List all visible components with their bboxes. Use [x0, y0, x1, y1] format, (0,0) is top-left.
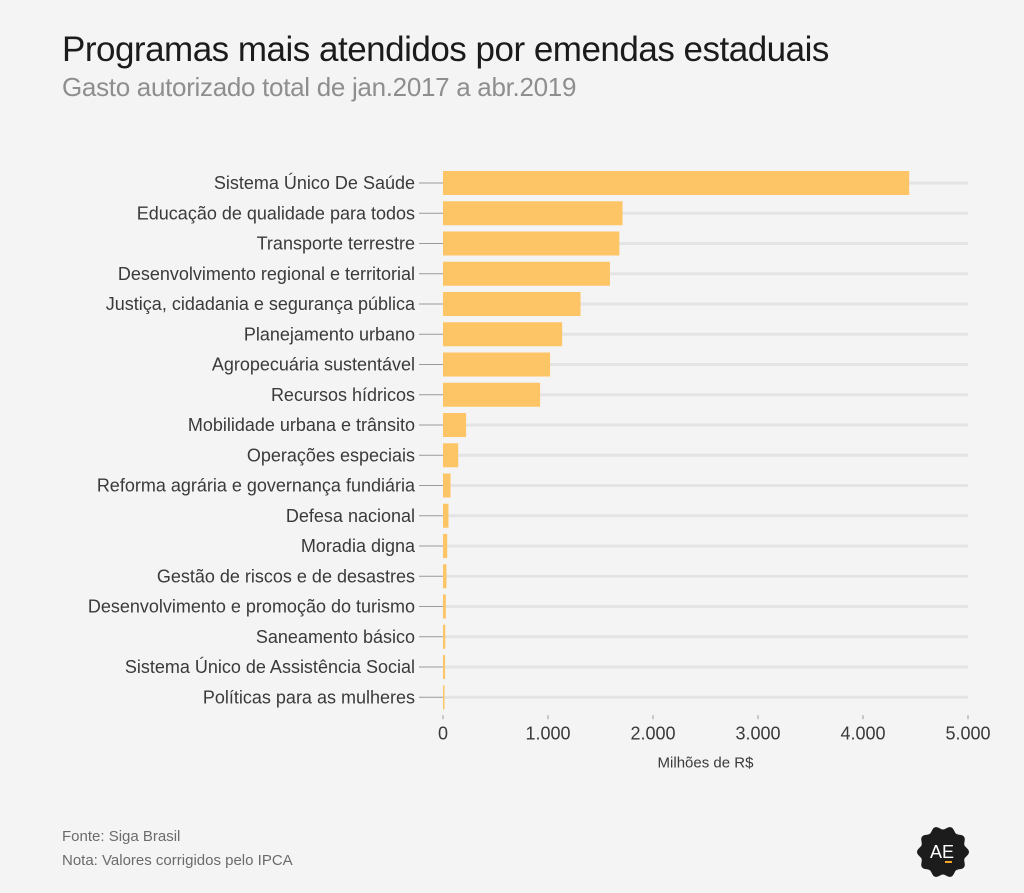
x-axis: 0 1.000 2.000 3.000 4.000 5.000 [438, 715, 991, 743]
category-label: Defesa nacional [286, 506, 415, 526]
x-tick-label: 2.000 [630, 723, 675, 743]
af-badge-icon: AE [917, 827, 969, 877]
category-label: Desenvolvimento regional e territorial [118, 264, 415, 284]
bar [443, 503, 449, 528]
bar [443, 594, 446, 619]
category-label: Políticas para as mulheres [203, 687, 415, 707]
category-label: Transporte terrestre [257, 234, 415, 254]
bar [443, 261, 610, 286]
category-label: Reforma agrária e governança fundiária [97, 476, 416, 496]
bar [443, 322, 563, 347]
category-label: Agropecuária sustentável [212, 355, 415, 375]
bar [443, 201, 623, 226]
logo-accent-underline [945, 861, 952, 863]
bars [443, 171, 910, 710]
grid-lines [419, 181, 968, 699]
category-label: Sistema Único De Saúde [214, 172, 415, 193]
category-label: Justiça, cidadania e segurança pública [106, 294, 416, 314]
x-tick-label: 0 [438, 723, 448, 743]
x-axis-title: Milhões de R$ [658, 754, 755, 771]
bar [443, 624, 446, 649]
category-label: Operações especiais [247, 445, 415, 465]
category-label: Moradia digna [301, 536, 416, 556]
bar [443, 655, 446, 679]
chart-title: Programas mais atendidos por emendas est… [62, 30, 829, 69]
category-label: Sistema Único de Assistência Social [125, 656, 415, 677]
bar [443, 382, 541, 407]
bar [443, 473, 451, 498]
x-tick-label: 1.000 [525, 723, 570, 743]
category-label: Desenvolvimento e promoção do turismo [88, 597, 415, 617]
chart-subtitle: Gasto autorizado total de jan.2017 a abr… [62, 72, 577, 102]
category-label: Educação de qualidade para todos [137, 203, 415, 223]
bar [443, 443, 459, 468]
category-label: Saneamento básico [256, 627, 415, 647]
bar [443, 231, 620, 256]
source-note: Fonte: Siga Brasil [62, 828, 181, 845]
bar [443, 171, 910, 195]
bar [443, 564, 447, 589]
footnote: Nota: Valores corrigidos pelo IPCA [62, 852, 293, 869]
bar [443, 292, 581, 316]
category-labels: Sistema Único De Saúde Educação de qualid… [88, 172, 416, 707]
x-tick-label: 5.000 [945, 723, 990, 743]
bar [443, 413, 467, 437]
bar [443, 534, 448, 558]
bar [443, 685, 445, 710]
category-label: Recursos hídricos [271, 385, 415, 405]
logo-text: AE [930, 842, 954, 862]
logo-badge-shape [917, 827, 969, 877]
category-label: Gestão de riscos e de desastres [157, 566, 415, 586]
x-tick-label: 3.000 [735, 723, 780, 743]
category-label: Mobilidade urbana e trânsito [188, 415, 415, 435]
x-tick-label: 4.000 [840, 723, 885, 743]
category-label: Planejamento urbano [244, 324, 415, 344]
bar [443, 352, 551, 377]
